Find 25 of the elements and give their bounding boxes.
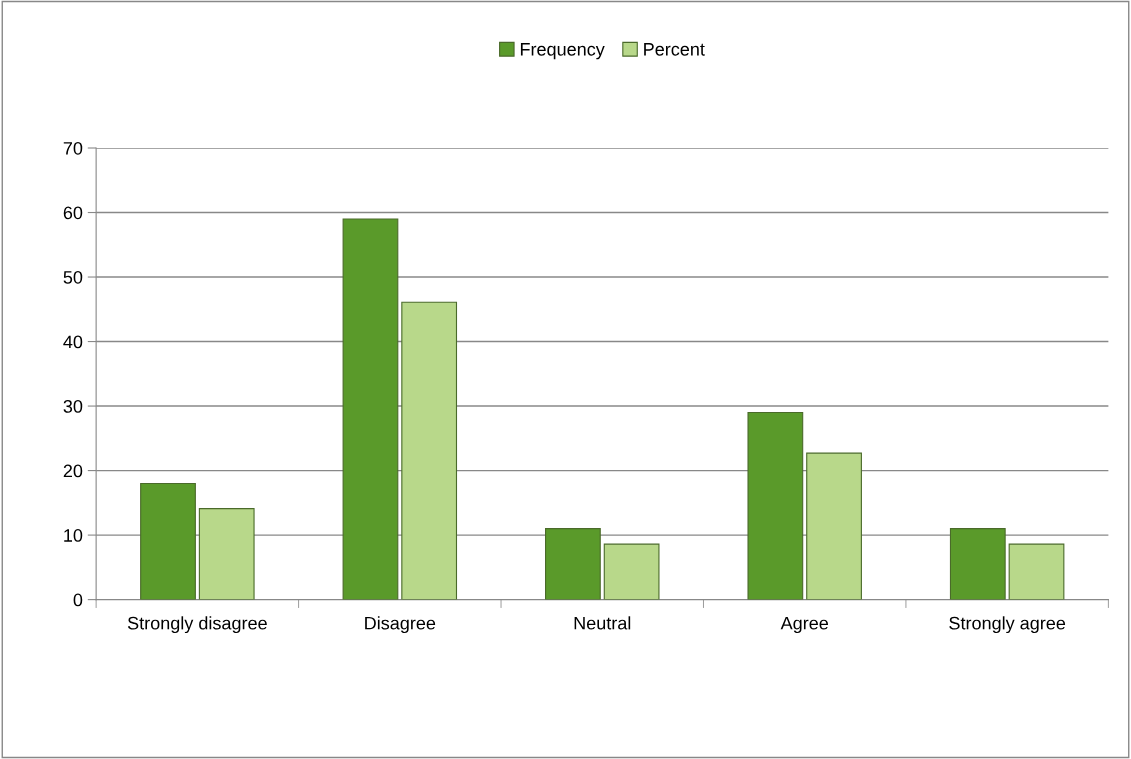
x-tick-label: Strongly agree: [949, 616, 1066, 634]
bar: [603, 543, 660, 600]
x-tick-label: Strongly disagree: [127, 616, 267, 634]
bar: [949, 528, 1006, 600]
x-tick-label: Disagree: [365, 616, 436, 634]
x-tick-label: Neutral: [574, 616, 631, 630]
y-tick-label: 50: [63, 270, 83, 284]
y-tick-label: 10: [64, 529, 83, 542]
y-tick-label: 30: [63, 400, 83, 413]
bar: [140, 482, 196, 600]
bar: [401, 301, 458, 600]
y-tick-label: 60: [63, 206, 83, 220]
bar: [545, 528, 601, 600]
bar: [747, 411, 804, 600]
bar: [1008, 543, 1065, 600]
bar: [342, 218, 399, 600]
x-tick-label: Agree: [780, 616, 828, 634]
bar: [806, 452, 862, 600]
legend-label: Frequency: [520, 43, 605, 60]
bar: [198, 508, 255, 600]
y-tick-label: 70: [63, 141, 83, 155]
y-tick-label: 0: [73, 593, 83, 607]
legend-label: Percent: [644, 43, 705, 56]
y-tick-label: 20: [63, 464, 83, 478]
y-tick-label: 40: [63, 335, 83, 349]
